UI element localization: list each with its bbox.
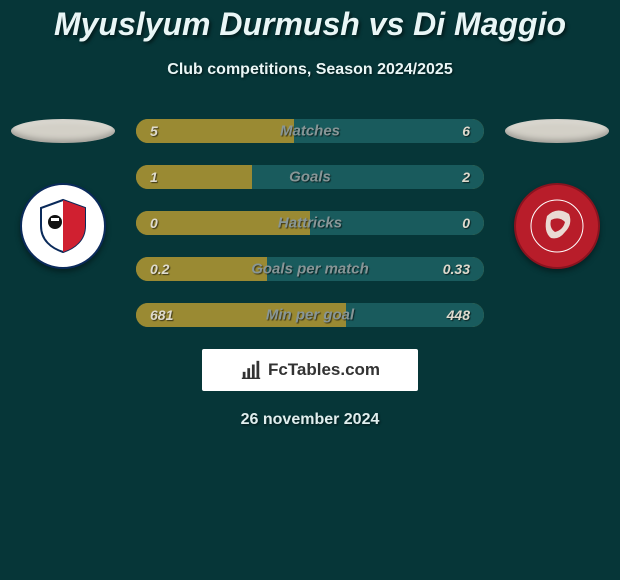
stat-bar-right — [346, 303, 484, 327]
griffin-icon — [529, 198, 585, 254]
stat-bar-track — [136, 303, 484, 327]
bar-chart-icon — [240, 359, 262, 381]
shield-icon — [35, 198, 91, 254]
subtitle: Club competitions, Season 2024/2025 — [0, 61, 620, 79]
stat-bar-right — [310, 211, 484, 235]
stat-bar-track — [136, 257, 484, 281]
brand-badge: FcTables.com — [202, 349, 418, 391]
left-player-ellipse — [11, 119, 115, 143]
stat-bar-left — [136, 257, 267, 281]
stat-bar-track — [136, 165, 484, 189]
page-title: Myuslyum Durmush vs Di Maggio — [0, 0, 620, 43]
stat-bar-left — [136, 303, 346, 327]
stat-row: Goals per match0.20.33 — [136, 257, 484, 281]
stat-bar-left — [136, 119, 294, 143]
stat-bar-track — [136, 119, 484, 143]
stat-bars: Matches56 Goals12 Hattricks00 Goals per mat… — [118, 119, 502, 327]
right-player-ellipse — [505, 119, 609, 143]
date-label: 26 november 2024 — [0, 411, 620, 429]
stat-row: Goals12 — [136, 165, 484, 189]
right-team-crest — [514, 183, 600, 269]
left-player-column — [8, 119, 118, 269]
stat-bar-right — [267, 257, 484, 281]
stat-bar-right — [294, 119, 484, 143]
stat-row: Matches56 — [136, 119, 484, 143]
brand-text: FcTables.com — [268, 360, 380, 380]
stat-bar-left — [136, 165, 252, 189]
stat-row: Min per goal681448 — [136, 303, 484, 327]
comparison-content: Matches56 Goals12 Hattricks00 Goals per mat… — [0, 119, 620, 327]
left-team-crest — [20, 183, 106, 269]
stat-row: Hattricks00 — [136, 211, 484, 235]
stat-bar-right — [252, 165, 484, 189]
stat-bar-track — [136, 211, 484, 235]
right-player-column — [502, 119, 612, 269]
stat-bar-left — [136, 211, 310, 235]
